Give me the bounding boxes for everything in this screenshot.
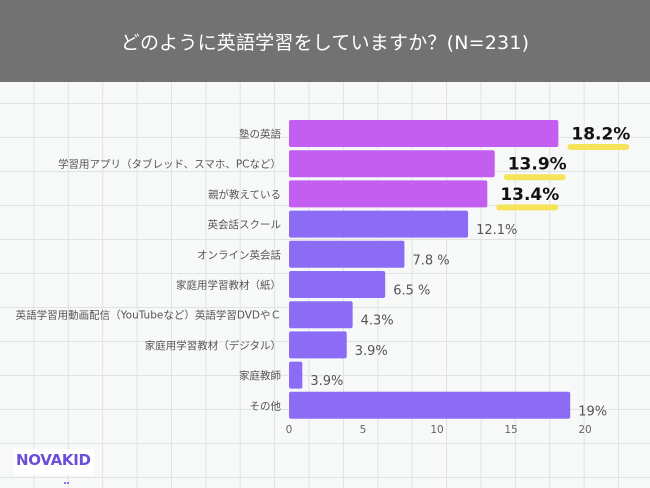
bar-row: 家庭用学習教材（紙） 6.5 % bbox=[176, 271, 430, 299]
data-label: 7.8 % bbox=[412, 253, 449, 268]
category-label: 塾の英語 bbox=[239, 128, 281, 141]
bar-row: その他 19% bbox=[250, 391, 607, 419]
chart-header: どのように英語学習をしていますか？(N=231) bbox=[0, 0, 650, 82]
bar bbox=[289, 331, 347, 359]
category-label: 家庭用学習教材（デジタル） bbox=[145, 339, 281, 352]
chart-title: どのように英語学習をしていますか？(N=231) bbox=[120, 31, 530, 54]
category-label: 家庭教師 bbox=[239, 369, 281, 382]
bar bbox=[289, 150, 495, 178]
bar bbox=[289, 301, 353, 329]
x-tick-label: 20 bbox=[578, 424, 591, 436]
bar bbox=[289, 361, 303, 389]
category-label: 英語学習用動画配信（YouTubeなど）英語学習DVDやＣ bbox=[16, 309, 281, 322]
logo-dots-icon bbox=[64, 469, 72, 484]
data-label: 13.9% bbox=[508, 155, 567, 175]
bar bbox=[289, 271, 386, 298]
data-label: 4.3% bbox=[361, 314, 394, 329]
bar bbox=[289, 391, 571, 419]
category-label: オンライン英会話 bbox=[197, 248, 281, 261]
novakid-logo: NOVAKID bbox=[14, 449, 94, 484]
x-tick-label: 0 bbox=[286, 424, 293, 436]
category-label: 親が教えている bbox=[208, 188, 281, 201]
highlight-underline bbox=[567, 144, 630, 150]
category-label: その他 bbox=[250, 399, 282, 412]
category-label: 学習用アプリ（タブレッド、スマホ、PCなど） bbox=[58, 158, 281, 171]
x-tick-label: 5 bbox=[360, 424, 367, 436]
bar bbox=[289, 180, 488, 208]
highlight-underline bbox=[496, 204, 559, 211]
category-label: 英会話スクール bbox=[208, 218, 282, 231]
x-tick-label: 10 bbox=[430, 424, 443, 436]
data-label: 18.2% bbox=[571, 125, 630, 145]
bar bbox=[289, 120, 559, 147]
data-label: 3.9% bbox=[355, 344, 388, 359]
bar-row: 塾の英語 18.2% bbox=[239, 120, 630, 150]
data-label: 6.5 % bbox=[393, 284, 430, 299]
data-label: 19% bbox=[578, 404, 607, 419]
data-label: 12.1% bbox=[476, 223, 517, 238]
x-axis: 0 5 10 15 20 bbox=[286, 424, 592, 436]
x-tick-label: 15 bbox=[504, 424, 517, 436]
bar-row: 英会話スクール 12.1% bbox=[208, 210, 517, 238]
bar-row: 英語学習用動画配信（YouTubeなど）英語学習DVDやＣ 4.3% bbox=[16, 301, 394, 329]
bar-row: 家庭教師 3.9% bbox=[239, 361, 343, 389]
bar-row: オンライン英会話 7.8 % bbox=[197, 240, 450, 268]
category-label: 家庭用学習教材（紙） bbox=[176, 279, 281, 292]
bar bbox=[289, 240, 405, 268]
bar-row: 親が教えている 13.4% bbox=[208, 180, 559, 211]
bar bbox=[289, 210, 469, 238]
highlight-underline bbox=[503, 174, 566, 181]
bar-row: 家庭用学習教材（デジタル） 3.9% bbox=[145, 331, 388, 359]
logo-text: NOVAKID bbox=[16, 451, 91, 469]
data-label: 13.4% bbox=[500, 185, 559, 205]
bar-row: 学習用アプリ（タブレッド、スマホ、PCなど） 13.9% bbox=[58, 150, 567, 181]
data-label: 3.9% bbox=[310, 374, 343, 389]
bars: 塾の英語 18.2% 学習用アプリ（タブレッド、スマホ、PCなど） 13.9% 親が教え… bbox=[16, 120, 630, 419]
